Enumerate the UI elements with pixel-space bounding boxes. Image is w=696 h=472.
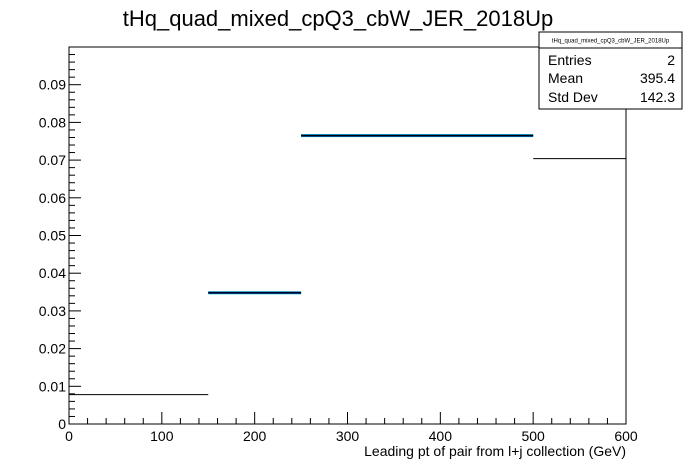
x-tick-label: 0 bbox=[65, 428, 73, 444]
stats-mean-value: 395.4 bbox=[640, 70, 675, 86]
chart-title: tHq_quad_mixed_cpQ3_cbW_JER_2018Up bbox=[123, 6, 553, 31]
x-axis: 0 100 200 300 400 500 600 bbox=[65, 412, 638, 444]
histogram-bins bbox=[69, 134, 626, 395]
stats-entries-label: Entries bbox=[548, 52, 592, 68]
y-tick-label: 0.03 bbox=[39, 303, 66, 319]
x-tick-label: 200 bbox=[243, 428, 267, 444]
x-tick-label: 100 bbox=[150, 428, 174, 444]
y-axis: 0 0.01 0.02 0.03 0.04 0.05 0.06 0.07 0.08 0.09 bbox=[39, 47, 81, 432]
stats-box-title: tHq_quad_mixed_cpQ3_cbW_JER_2018Up bbox=[552, 39, 670, 45]
stats-mean-label: Mean bbox=[548, 70, 583, 86]
y-tick-label: 0.04 bbox=[39, 265, 66, 281]
y-tick-label: 0.09 bbox=[39, 77, 66, 93]
y-tick-label: 0.02 bbox=[39, 341, 66, 357]
y-tick-label: 0 bbox=[58, 416, 66, 432]
x-tick-label: 500 bbox=[521, 428, 545, 444]
stats-stddev-value: 142.3 bbox=[640, 89, 675, 105]
y-tick-label: 0.05 bbox=[39, 228, 66, 244]
x-axis-title: Leading pt of pair from l+j collection (… bbox=[364, 443, 626, 459]
stats-entries-value: 2 bbox=[667, 52, 675, 68]
y-tick-label: 0.08 bbox=[39, 114, 66, 130]
y-tick-label: 0.01 bbox=[39, 378, 66, 394]
stats-box: tHq_quad_mixed_cpQ3_cbW_JER_2018Up Entri… bbox=[539, 32, 682, 109]
x-tick-label: 300 bbox=[336, 428, 360, 444]
stats-stddev-label: Std Dev bbox=[548, 89, 598, 105]
y-tick-label: 0.06 bbox=[39, 190, 66, 206]
y-tick-label: 0.07 bbox=[39, 152, 66, 168]
x-tick-label: 600 bbox=[614, 428, 638, 444]
x-tick-label: 400 bbox=[429, 428, 453, 444]
